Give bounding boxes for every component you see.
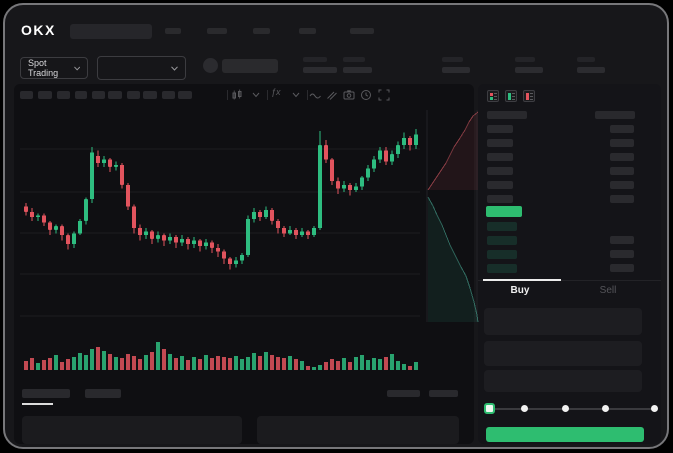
pair-select[interactable] bbox=[97, 56, 186, 80]
ticker-stat-label-skeleton bbox=[515, 57, 535, 62]
orderbook-asks-view-icon[interactable] bbox=[523, 90, 535, 102]
nav-item-skeleton[interactable] bbox=[350, 28, 374, 34]
order-form-field-skeleton[interactable] bbox=[484, 341, 642, 366]
buy-submit-button[interactable] bbox=[486, 427, 644, 442]
ask-amount-skeleton bbox=[610, 139, 634, 147]
ticker-stat-label-skeleton bbox=[343, 57, 365, 62]
tab-sell[interactable]: Sell bbox=[599, 285, 617, 296]
ticker-stat-value-skeleton bbox=[515, 67, 543, 73]
orderbook-bids-view-icon[interactable] bbox=[505, 90, 517, 102]
timeframe-button-skeleton[interactable] bbox=[38, 91, 52, 99]
camera-snapshot-icon[interactable] bbox=[343, 89, 355, 101]
timer-icon[interactable] bbox=[360, 89, 372, 101]
chevron-down-icon[interactable] bbox=[292, 92, 300, 98]
bid-amount-skeleton bbox=[610, 250, 634, 258]
spot-trading-label: Spot Trading bbox=[28, 58, 59, 78]
chevron-down-icon[interactable] bbox=[252, 92, 260, 98]
timeframe-button-skeleton[interactable] bbox=[20, 91, 33, 99]
timeframe-button-skeleton[interactable] bbox=[75, 91, 87, 99]
bottom-link-skeleton[interactable] bbox=[429, 390, 458, 397]
timeframe-button-skeleton[interactable] bbox=[143, 91, 157, 99]
ticker-stat-label-skeleton bbox=[577, 57, 595, 62]
ticker-stat-value-skeleton bbox=[343, 67, 372, 73]
chevron-down-icon bbox=[171, 65, 178, 71]
line-overlay-icon[interactable] bbox=[309, 89, 322, 101]
ticker-stat-value-skeleton bbox=[577, 67, 605, 73]
ask-price-skeleton bbox=[487, 167, 513, 175]
nav-item-skeleton[interactable] bbox=[253, 28, 270, 34]
last-price-indicator bbox=[486, 206, 522, 217]
search-bar-skeleton[interactable] bbox=[70, 24, 152, 39]
orderbook-combined-view-icon[interactable] bbox=[487, 90, 499, 102]
timeframe-button-skeleton[interactable] bbox=[57, 91, 70, 99]
active-bottom-tab-indicator bbox=[22, 403, 53, 405]
draw-tool-icon[interactable] bbox=[326, 89, 338, 101]
nav-item-skeleton[interactable] bbox=[299, 28, 316, 34]
bottom-link-skeleton[interactable] bbox=[387, 390, 420, 397]
ask-price-skeleton bbox=[487, 181, 513, 189]
chevron-down-icon bbox=[73, 66, 80, 70]
ask-amount-skeleton bbox=[610, 125, 634, 133]
bid-price-skeleton bbox=[487, 236, 517, 245]
orders-tab-skeleton[interactable] bbox=[22, 389, 70, 398]
slider-dot[interactable] bbox=[602, 405, 609, 412]
ask-price-skeleton bbox=[487, 195, 513, 203]
slider-dot[interactable] bbox=[521, 405, 528, 412]
ticker-stat-label-skeleton bbox=[442, 57, 463, 62]
active-tab-indicator bbox=[483, 279, 561, 281]
slider-dot[interactable] bbox=[651, 405, 658, 412]
timeframe-button-skeleton[interactable] bbox=[108, 91, 122, 99]
spot-trading-dropdown[interactable]: Spot Trading bbox=[20, 57, 88, 79]
coin-icon bbox=[203, 58, 218, 73]
toolbar-divider bbox=[307, 90, 308, 100]
chart-panel bbox=[14, 84, 474, 444]
timeframe-button-skeleton[interactable] bbox=[92, 91, 105, 99]
bid-price-skeleton bbox=[487, 250, 517, 259]
fullscreen-expand-icon[interactable] bbox=[378, 89, 390, 101]
bid-price-skeleton bbox=[487, 264, 517, 273]
candlestick-chart-icon[interactable] bbox=[231, 89, 243, 101]
indicators-fx-icon[interactable]: ƒx bbox=[271, 87, 281, 97]
timeframe-button-skeleton[interactable] bbox=[127, 91, 140, 99]
nav-item-skeleton[interactable] bbox=[165, 28, 181, 34]
timeframe-button-skeleton[interactable] bbox=[162, 91, 175, 99]
bid-amount-skeleton bbox=[610, 236, 634, 244]
tab-divider bbox=[478, 280, 661, 281]
ticker-stat-label-skeleton bbox=[303, 57, 327, 62]
tab-buy[interactable]: Buy bbox=[510, 285, 530, 296]
bid-amount-skeleton bbox=[610, 264, 634, 272]
bottom-panel-skeleton bbox=[22, 416, 242, 444]
toolbar-divider bbox=[267, 90, 268, 100]
ask-price-skeleton bbox=[487, 153, 513, 161]
order-form-field-skeleton[interactable] bbox=[484, 370, 642, 392]
order-form-field-skeleton[interactable] bbox=[484, 308, 642, 335]
ticker-stat-value-skeleton bbox=[442, 67, 470, 73]
ask-amount-skeleton bbox=[610, 153, 634, 161]
history-tab-skeleton[interactable] bbox=[85, 389, 121, 398]
amount-slider-handle[interactable] bbox=[484, 403, 495, 414]
nav-item-skeleton[interactable] bbox=[207, 28, 227, 34]
bid-price-skeleton bbox=[487, 222, 517, 231]
timeframe-button-skeleton[interactable] bbox=[178, 91, 192, 99]
orderbook-amount-header-skeleton bbox=[595, 111, 635, 119]
ask-price-skeleton bbox=[487, 139, 513, 147]
okx-logo: OKX bbox=[21, 22, 56, 38]
bottom-panel-skeleton bbox=[257, 416, 459, 444]
pair-name-skeleton bbox=[222, 59, 278, 73]
orderbook-price-header-skeleton bbox=[487, 111, 527, 119]
amount-slider-track[interactable] bbox=[489, 408, 653, 410]
toolbar-divider bbox=[227, 90, 228, 100]
ask-amount-skeleton bbox=[610, 195, 634, 203]
ticker-stat-value-skeleton bbox=[303, 67, 337, 73]
ask-amount-skeleton bbox=[610, 181, 634, 189]
ask-amount-skeleton bbox=[610, 167, 634, 175]
slider-dot[interactable] bbox=[562, 405, 569, 412]
ask-price-skeleton bbox=[487, 125, 513, 133]
